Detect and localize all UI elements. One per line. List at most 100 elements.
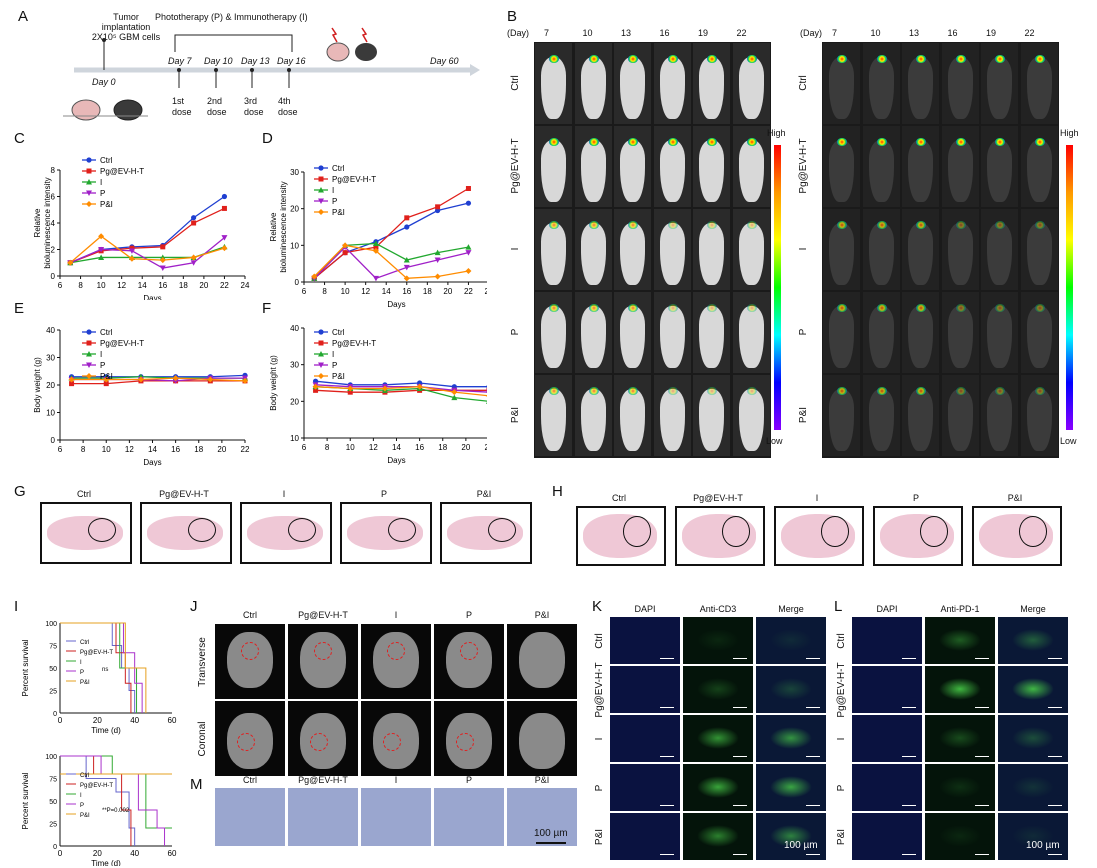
mri-image	[434, 701, 504, 776]
ihc-col-label: P	[465, 775, 472, 785]
data-point	[98, 254, 105, 260]
day-60: Day 60	[430, 56, 459, 66]
green-signal	[1012, 776, 1054, 798]
black-mouse	[868, 223, 894, 285]
green-signal	[770, 776, 812, 798]
scale-bar	[733, 854, 747, 855]
he-image	[873, 506, 963, 566]
imaging-cell	[902, 43, 939, 124]
nude-mouse	[620, 223, 645, 285]
black-mice-image-grid	[822, 42, 1059, 458]
mri-image	[288, 701, 358, 776]
imaging-cell	[941, 43, 979, 124]
imaging-cell	[732, 209, 770, 290]
ihc-col-label: Ctrl	[243, 775, 257, 785]
data-point	[465, 200, 472, 206]
imaging-cell	[1020, 375, 1058, 456]
imaging-cell	[862, 209, 900, 290]
series-Pg@EV-H-T	[67, 205, 227, 266]
bioluminescence-signal	[955, 55, 966, 63]
imaging-cell	[535, 126, 572, 207]
data-point	[486, 385, 487, 389]
imaging-cell	[941, 375, 979, 456]
x-tick-label: 10	[341, 287, 350, 296]
nude-mouse	[620, 306, 645, 368]
series-line	[315, 386, 487, 397]
ihc-image	[434, 788, 504, 846]
nude-mouse	[541, 223, 566, 285]
data-point	[342, 250, 348, 256]
series-P	[311, 244, 472, 282]
brain-scan	[519, 632, 565, 688]
series-line	[315, 384, 487, 393]
legend-label: P	[332, 197, 337, 206]
nude-mouse	[738, 306, 764, 368]
tumor-circle	[237, 733, 255, 751]
tumor-outline	[820, 516, 849, 547]
x-tick-label: 14	[148, 445, 157, 454]
black-mouse	[829, 389, 854, 451]
bioluminescence-signal	[1034, 55, 1045, 63]
day-label-right: (Day)	[800, 28, 822, 38]
y-tick-label: 100	[45, 621, 57, 628]
data-point	[465, 186, 471, 191]
nude-mouse	[738, 389, 764, 451]
x-axis-label: Days	[387, 456, 405, 465]
brain-scan	[300, 632, 346, 688]
black-mouse	[947, 57, 973, 119]
chart-i-survival-bottom: 0 20 40 60 0 25 50 75 100 Time (d) Percent surviva…	[21, 754, 177, 866]
scale-bar	[975, 805, 989, 806]
scale-bar	[806, 658, 820, 659]
tumor-outline	[287, 518, 317, 543]
x-tick-label: 16	[415, 443, 424, 452]
series-line	[69, 235, 225, 264]
legend-label: Ctrl	[80, 773, 89, 779]
imaging-cell	[653, 43, 691, 124]
bioluminescence-signal	[588, 138, 599, 146]
legend-label: Ctrl	[332, 328, 345, 337]
imaging-cell	[862, 375, 900, 456]
black-mouse	[947, 223, 973, 285]
x-tick-label: 20	[93, 716, 102, 725]
imaging-cell	[732, 375, 770, 456]
he-label: I	[815, 493, 819, 503]
he-image	[972, 506, 1062, 566]
y-tick-label: 0	[53, 844, 57, 851]
green-signal	[1012, 678, 1054, 700]
if-image	[683, 666, 753, 713]
colorbar-right	[1066, 145, 1073, 430]
black-mouse	[829, 140, 854, 202]
nude-mouse	[620, 140, 645, 202]
series-P&I	[67, 233, 228, 266]
panel-label-c: C	[14, 130, 25, 147]
he-image	[340, 502, 432, 564]
if-image	[756, 764, 826, 811]
imaging-cell	[823, 209, 860, 290]
legend-label: I	[100, 350, 102, 359]
bioluminescence-signal	[995, 55, 1005, 63]
bioluminescence-signal	[837, 304, 847, 312]
mri-col-label: Pg@EV-H-T	[298, 610, 348, 620]
legend-label: P	[100, 361, 105, 370]
imaging-cell	[1020, 126, 1058, 207]
legend-entry: P&I	[314, 208, 345, 217]
y-axis-label: Percent survival	[21, 772, 30, 829]
black-mouse	[868, 57, 894, 119]
x-tick-label: 24	[485, 287, 487, 296]
mri-row-label-text: Transverse	[197, 637, 208, 687]
imaging-cell	[653, 292, 691, 373]
legend-entry: I	[82, 178, 102, 187]
imaging-cell	[981, 292, 1018, 373]
black-mouse	[1026, 389, 1052, 451]
tumor-circle	[460, 642, 478, 660]
black-mouse	[908, 389, 933, 451]
legend-entry: P	[314, 361, 337, 370]
data-point	[403, 264, 410, 271]
scale-bar	[660, 805, 674, 806]
scale-bar	[1048, 756, 1062, 757]
imaging-cell	[653, 126, 691, 207]
data-point	[451, 389, 458, 396]
data-point	[372, 275, 379, 282]
data-point	[159, 257, 166, 264]
bioluminescence-signal	[667, 55, 678, 63]
